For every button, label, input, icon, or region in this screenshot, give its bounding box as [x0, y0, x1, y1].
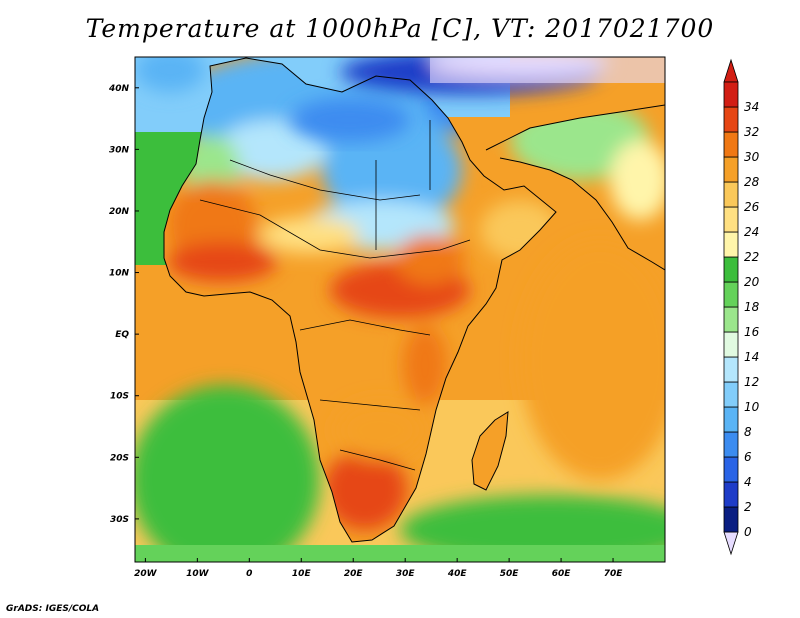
- lon-tick-label: 30E: [396, 569, 416, 579]
- colorbar-level-label: 12: [744, 375, 759, 389]
- colorbar-box: [723, 356, 739, 383]
- lat-tick-label: 20N: [109, 207, 130, 217]
- colorbar-level-label: 34: [744, 100, 759, 114]
- colorbar-box: [723, 506, 739, 533]
- colorbar-box: [723, 181, 739, 208]
- lon-tick-label: 50E: [500, 569, 520, 579]
- lat-tick-label: 30N: [109, 145, 130, 155]
- colorbar-box: [723, 131, 739, 158]
- colorbar-box: [723, 456, 739, 483]
- colorbar-box: [723, 281, 739, 308]
- map-frame: [134, 56, 666, 563]
- lon-tick-label: 10E: [292, 569, 312, 579]
- colorbar-box: [723, 256, 739, 283]
- colorbar-box: [723, 481, 739, 508]
- axis-ticks: 20W 10W 0 10E 20E 30E 40E 50E 60E 70E 40N 30N 20N 10N…: [108, 84, 623, 579]
- colorbar-level-label: 4: [744, 475, 752, 489]
- lat-tick-label: 10S: [110, 392, 129, 402]
- lon-tick-label: 10W: [186, 569, 210, 579]
- colorbar-level-label: 32: [744, 125, 759, 139]
- colorbar-box: [723, 431, 739, 458]
- lat-tick-label: 40N: [108, 84, 130, 94]
- lon-tick-label: 20W: [134, 569, 158, 579]
- colorbar-level-label: 14: [744, 350, 759, 364]
- lon-tick-label: 60E: [552, 569, 572, 579]
- lat-tick-label: 30S: [110, 515, 129, 525]
- colorbar-level-label: 10: [744, 400, 760, 414]
- colorbar-level-label: 20: [744, 275, 760, 289]
- colorbar-box: [723, 306, 739, 333]
- colorbar-box: [723, 81, 739, 108]
- colorbar-high-cap: [723, 58, 739, 83]
- colorbar-level-label: 8: [744, 425, 752, 439]
- grads-credit: GrADS: IGES/COLA: [6, 604, 100, 614]
- colorbar-level-label: 28: [744, 175, 760, 189]
- lat-tick-label: 20S: [110, 453, 129, 463]
- map-title: Temperature at 1000hPa [C], VT: 20170217…: [85, 14, 715, 43]
- lat-tick-label: EQ: [115, 330, 129, 340]
- colorbar-box: [723, 156, 739, 183]
- lat-tick-label: 10N: [109, 269, 130, 279]
- colorbar-level-label: 22: [744, 250, 759, 264]
- colorbar-box: [723, 206, 739, 233]
- colorbar-level-label: 0: [744, 525, 752, 539]
- colorbar-level-label: 24: [744, 225, 759, 239]
- lon-tick-label: 20E: [344, 569, 364, 579]
- colorbar-level-label: 2: [744, 500, 752, 514]
- colorbar-level-label: 18: [744, 300, 760, 314]
- colorbar-low-cap: [723, 531, 739, 556]
- colorbar-box: [723, 106, 739, 133]
- lon-tick-label: 70E: [604, 569, 624, 579]
- colorbar-level-label: 16: [744, 325, 760, 339]
- colorbar-box: [723, 331, 739, 358]
- lon-tick-label: 0: [246, 569, 252, 579]
- colorbar-level-label: 26: [744, 200, 760, 214]
- colorbar-level-label: 30: [744, 150, 760, 164]
- colorbar-level-label: 6: [744, 450, 752, 464]
- colorbar-box: [723, 231, 739, 258]
- lon-tick-label: 40E: [447, 569, 468, 579]
- colorbar-box: [723, 381, 739, 408]
- temperature-field: [135, 57, 665, 562]
- colorbar-box: [723, 406, 739, 433]
